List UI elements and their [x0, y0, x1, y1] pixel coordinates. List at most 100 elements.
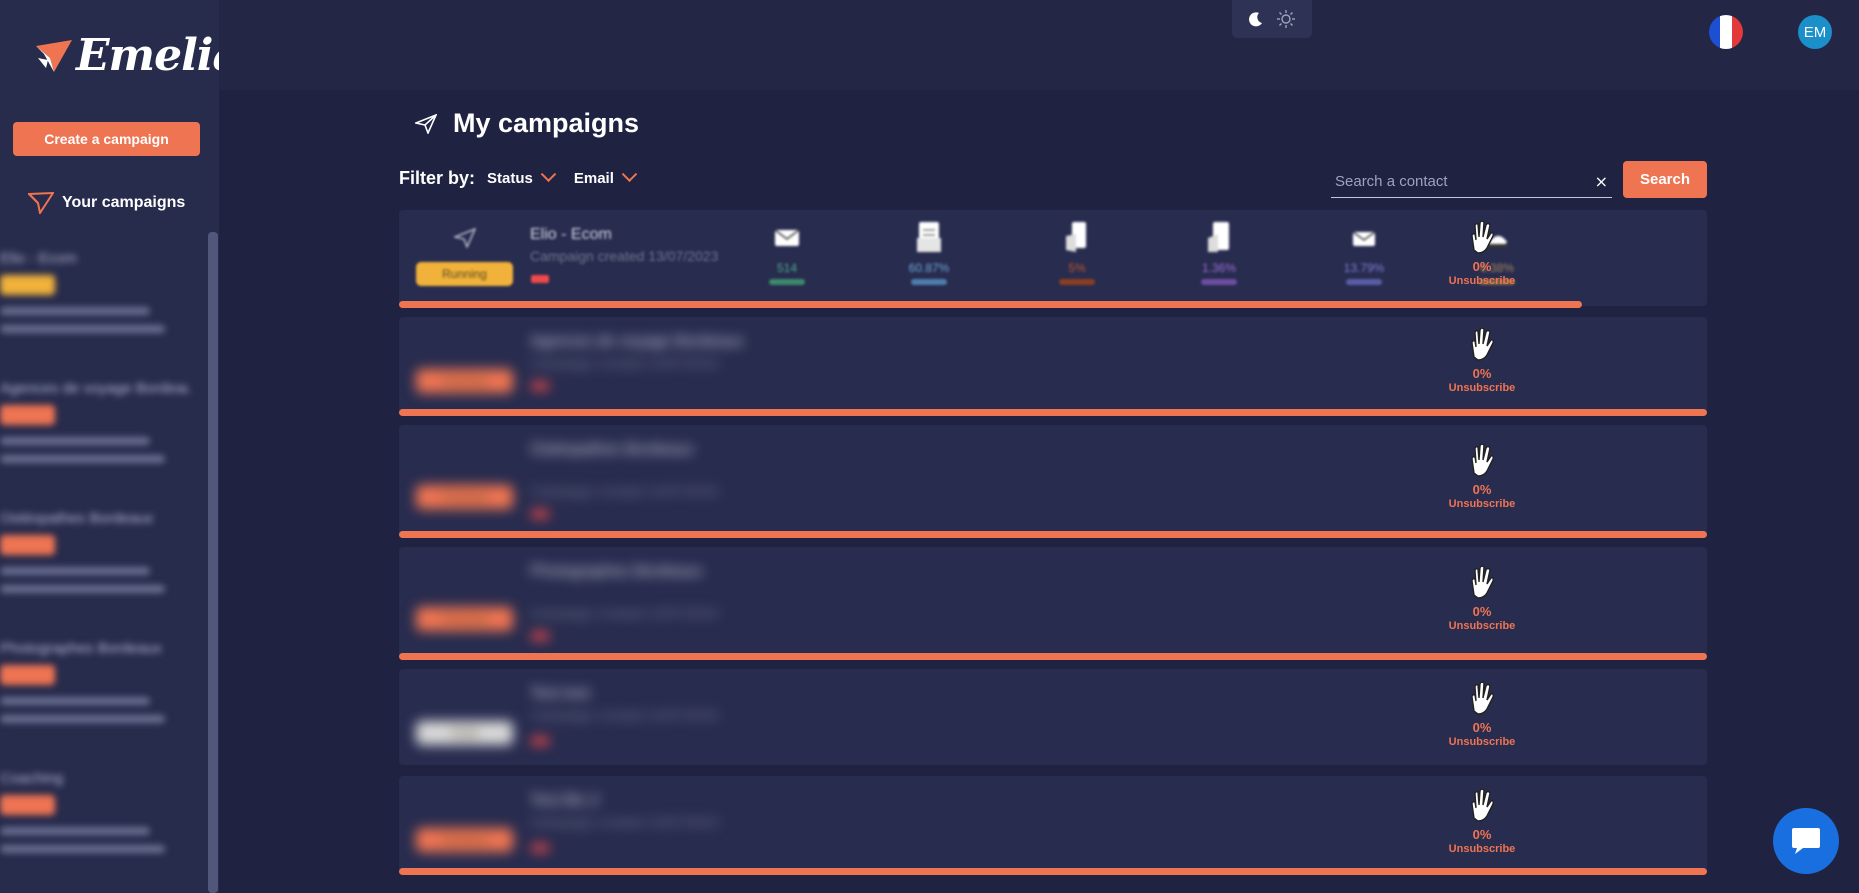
unsubscribe-stat: 0% Unsubscribe — [1437, 327, 1527, 394]
chat-widget-button[interactable] — [1773, 808, 1839, 874]
campaign-row[interactable]: Draft Test test Campaign created 13/07/2… — [399, 669, 1707, 765]
campaign-row-content: Finished Photographes Bordeaux Campaign … — [399, 547, 1707, 658]
campaign-row-content: Draft Test test Campaign created 13/07/2… — [399, 669, 1707, 765]
stat-opened: 60.87% — [889, 220, 969, 285]
unsubscribe-label: Unsubscribe — [1448, 843, 1516, 855]
paper-plane-icon — [28, 192, 54, 214]
unsubscribe-value: 0% — [1472, 366, 1492, 381]
unsubscribe-stat: 0% Unsubscribe — [1437, 220, 1527, 287]
status-filter-label: Status — [487, 170, 533, 187]
error-flag-icon — [531, 632, 549, 640]
stat-interested: 6.38% — [1457, 220, 1537, 285]
stat-sent: 514 — [747, 220, 827, 285]
stat-value: 13.79% — [1343, 261, 1385, 275]
status-badge: Finished — [416, 485, 513, 509]
campaign-row[interactable]: Finished Test Bis 2 Campaign created 13/… — [399, 776, 1707, 875]
sidebar-campaign-item[interactable]: Ostéopathes Bordeaux — [0, 510, 200, 640]
stat-value: 5% — [1068, 261, 1086, 275]
opened-mail-icon — [917, 222, 941, 252]
chevron-down-icon — [621, 166, 638, 183]
sidebar-campaign-email — [0, 585, 165, 593]
sidebar-scrollbar-thumb[interactable] — [208, 232, 218, 893]
stat-label — [1059, 279, 1095, 285]
status-badge: Finished — [416, 828, 513, 852]
unsubscribe-label: Unsubscribe — [1448, 736, 1516, 748]
stat-label — [1346, 279, 1382, 285]
moon-icon[interactable] — [1248, 11, 1264, 27]
paper-plane-icon — [415, 113, 437, 134]
status-badge: Running — [416, 262, 513, 286]
user-avatar[interactable]: EM — [1798, 15, 1832, 49]
sidebar-status-badge — [0, 405, 55, 425]
paper-plane-icon — [454, 228, 476, 248]
campaign-created-date: Campaign created 13/07/2023 — [530, 605, 719, 621]
campaign-title[interactable]: Elio - Ecom — [530, 226, 612, 243]
status-badge: Finished — [416, 607, 513, 631]
sidebar-campaign-list: Elio - Ecom Agences de voyage Bordeaux O… — [0, 250, 200, 893]
campaign-row[interactable]: Finished Photographes Bordeaux Campaign … — [399, 547, 1707, 660]
status-filter-dropdown[interactable]: Status — [487, 166, 557, 187]
stat-value: 1.36% — [1201, 261, 1237, 275]
stat-value: 514 — [776, 261, 798, 275]
sidebar-campaign-item[interactable]: Elio - Ecom — [0, 250, 200, 380]
campaign-title[interactable]: Ostéopathes Bordeaux — [530, 441, 694, 458]
stat-label — [911, 279, 947, 285]
search-button[interactable]: Search — [1623, 161, 1707, 198]
error-flag-icon — [531, 844, 549, 852]
campaign-title[interactable]: Test Bis 2 — [530, 792, 600, 809]
campaign-row-content: Finished Test Bis 2 Campaign created 13/… — [399, 776, 1707, 873]
theme-toggle[interactable] — [1232, 0, 1312, 38]
stat-value: 6.38% — [1479, 261, 1515, 275]
unsubscribe-label: Unsubscribe — [1448, 382, 1516, 394]
campaign-row[interactable]: Running Elio - Ecom Campaign created 13/… — [399, 210, 1707, 308]
sidebar: Emelia Create a campaign Your campaigns … — [0, 0, 241, 893]
create-campaign-button[interactable]: Create a campaign — [13, 122, 200, 156]
error-flag-icon — [531, 382, 549, 390]
error-flag-icon — [531, 510, 549, 518]
hand-stop-icon — [1471, 788, 1494, 822]
sun-icon[interactable] — [1276, 9, 1296, 29]
clear-search-icon[interactable]: × — [1594, 172, 1608, 191]
campaign-title[interactable]: Photographes Bordeaux — [530, 563, 703, 580]
sidebar-campaign-item[interactable]: Coaching — [0, 770, 200, 893]
envelope-icon — [1352, 231, 1376, 246]
unsubscribe-stat: 0% Unsubscribe — [1437, 681, 1527, 748]
campaign-progress-bar — [399, 301, 1582, 308]
stat-clicked: 5% — [1037, 220, 1117, 285]
search-contact-input[interactable] — [1335, 173, 1575, 190]
sidebar-campaign-item[interactable]: Photographes Bordeaux — [0, 640, 200, 770]
logo-wordmark: Emelia — [76, 30, 241, 81]
unsubscribe-value: 0% — [1472, 259, 1492, 274]
sidebar-status-badge — [0, 665, 55, 685]
campaign-title[interactable]: Test test — [530, 685, 590, 702]
unsubscribe-value: 0% — [1472, 604, 1492, 619]
hand-stop-icon — [1471, 220, 1494, 254]
stat-label — [1479, 279, 1515, 285]
campaign-created-date: Campaign created 13/07/2023 — [530, 248, 719, 264]
plane-logo-icon — [36, 39, 72, 72]
your-campaigns-heading: Your campaigns — [28, 192, 185, 214]
sidebar-campaign-meta — [0, 697, 150, 705]
email-filter-label: Email — [573, 170, 614, 187]
brand-logo[interactable]: Emelia — [34, 30, 241, 81]
campaign-row[interactable]: Finished Agences de voyage Bordeaux Camp… — [399, 317, 1707, 416]
page-title: My campaigns — [453, 108, 640, 138]
interested-icon — [1486, 235, 1508, 248]
sidebar-campaign-item[interactable]: Agences de voyage Bordeaux — [0, 380, 200, 510]
sidebar-campaign-title: Agences de voyage Bordeaux — [0, 380, 190, 397]
sidebar-campaign-meta — [0, 567, 150, 575]
email-filter-dropdown[interactable]: Email — [573, 166, 638, 187]
unsubscribe-label: Unsubscribe — [1448, 620, 1516, 632]
sidebar-status-badge — [0, 535, 55, 555]
filter-bar: Filter by: Status Email — [399, 166, 638, 189]
campaign-title[interactable]: Agences de voyage Bordeaux — [530, 333, 744, 350]
sidebar-campaign-title: Ostéopathes Bordeaux — [0, 510, 154, 527]
sidebar-scrollbar[interactable] — [208, 232, 218, 893]
campaign-row[interactable]: Finished Ostéopathes Bordeaux Campaign c… — [399, 425, 1707, 538]
stat-replied: 1.36% — [1179, 220, 1259, 285]
sidebar-campaign-title: Elio - Ecom — [0, 250, 77, 267]
language-flag-icon[interactable] — [1709, 15, 1743, 49]
sidebar-campaign-email — [0, 455, 165, 463]
campaign-created-date: Campaign created 13/07/2023 — [530, 707, 719, 723]
chevron-down-icon — [540, 166, 557, 183]
